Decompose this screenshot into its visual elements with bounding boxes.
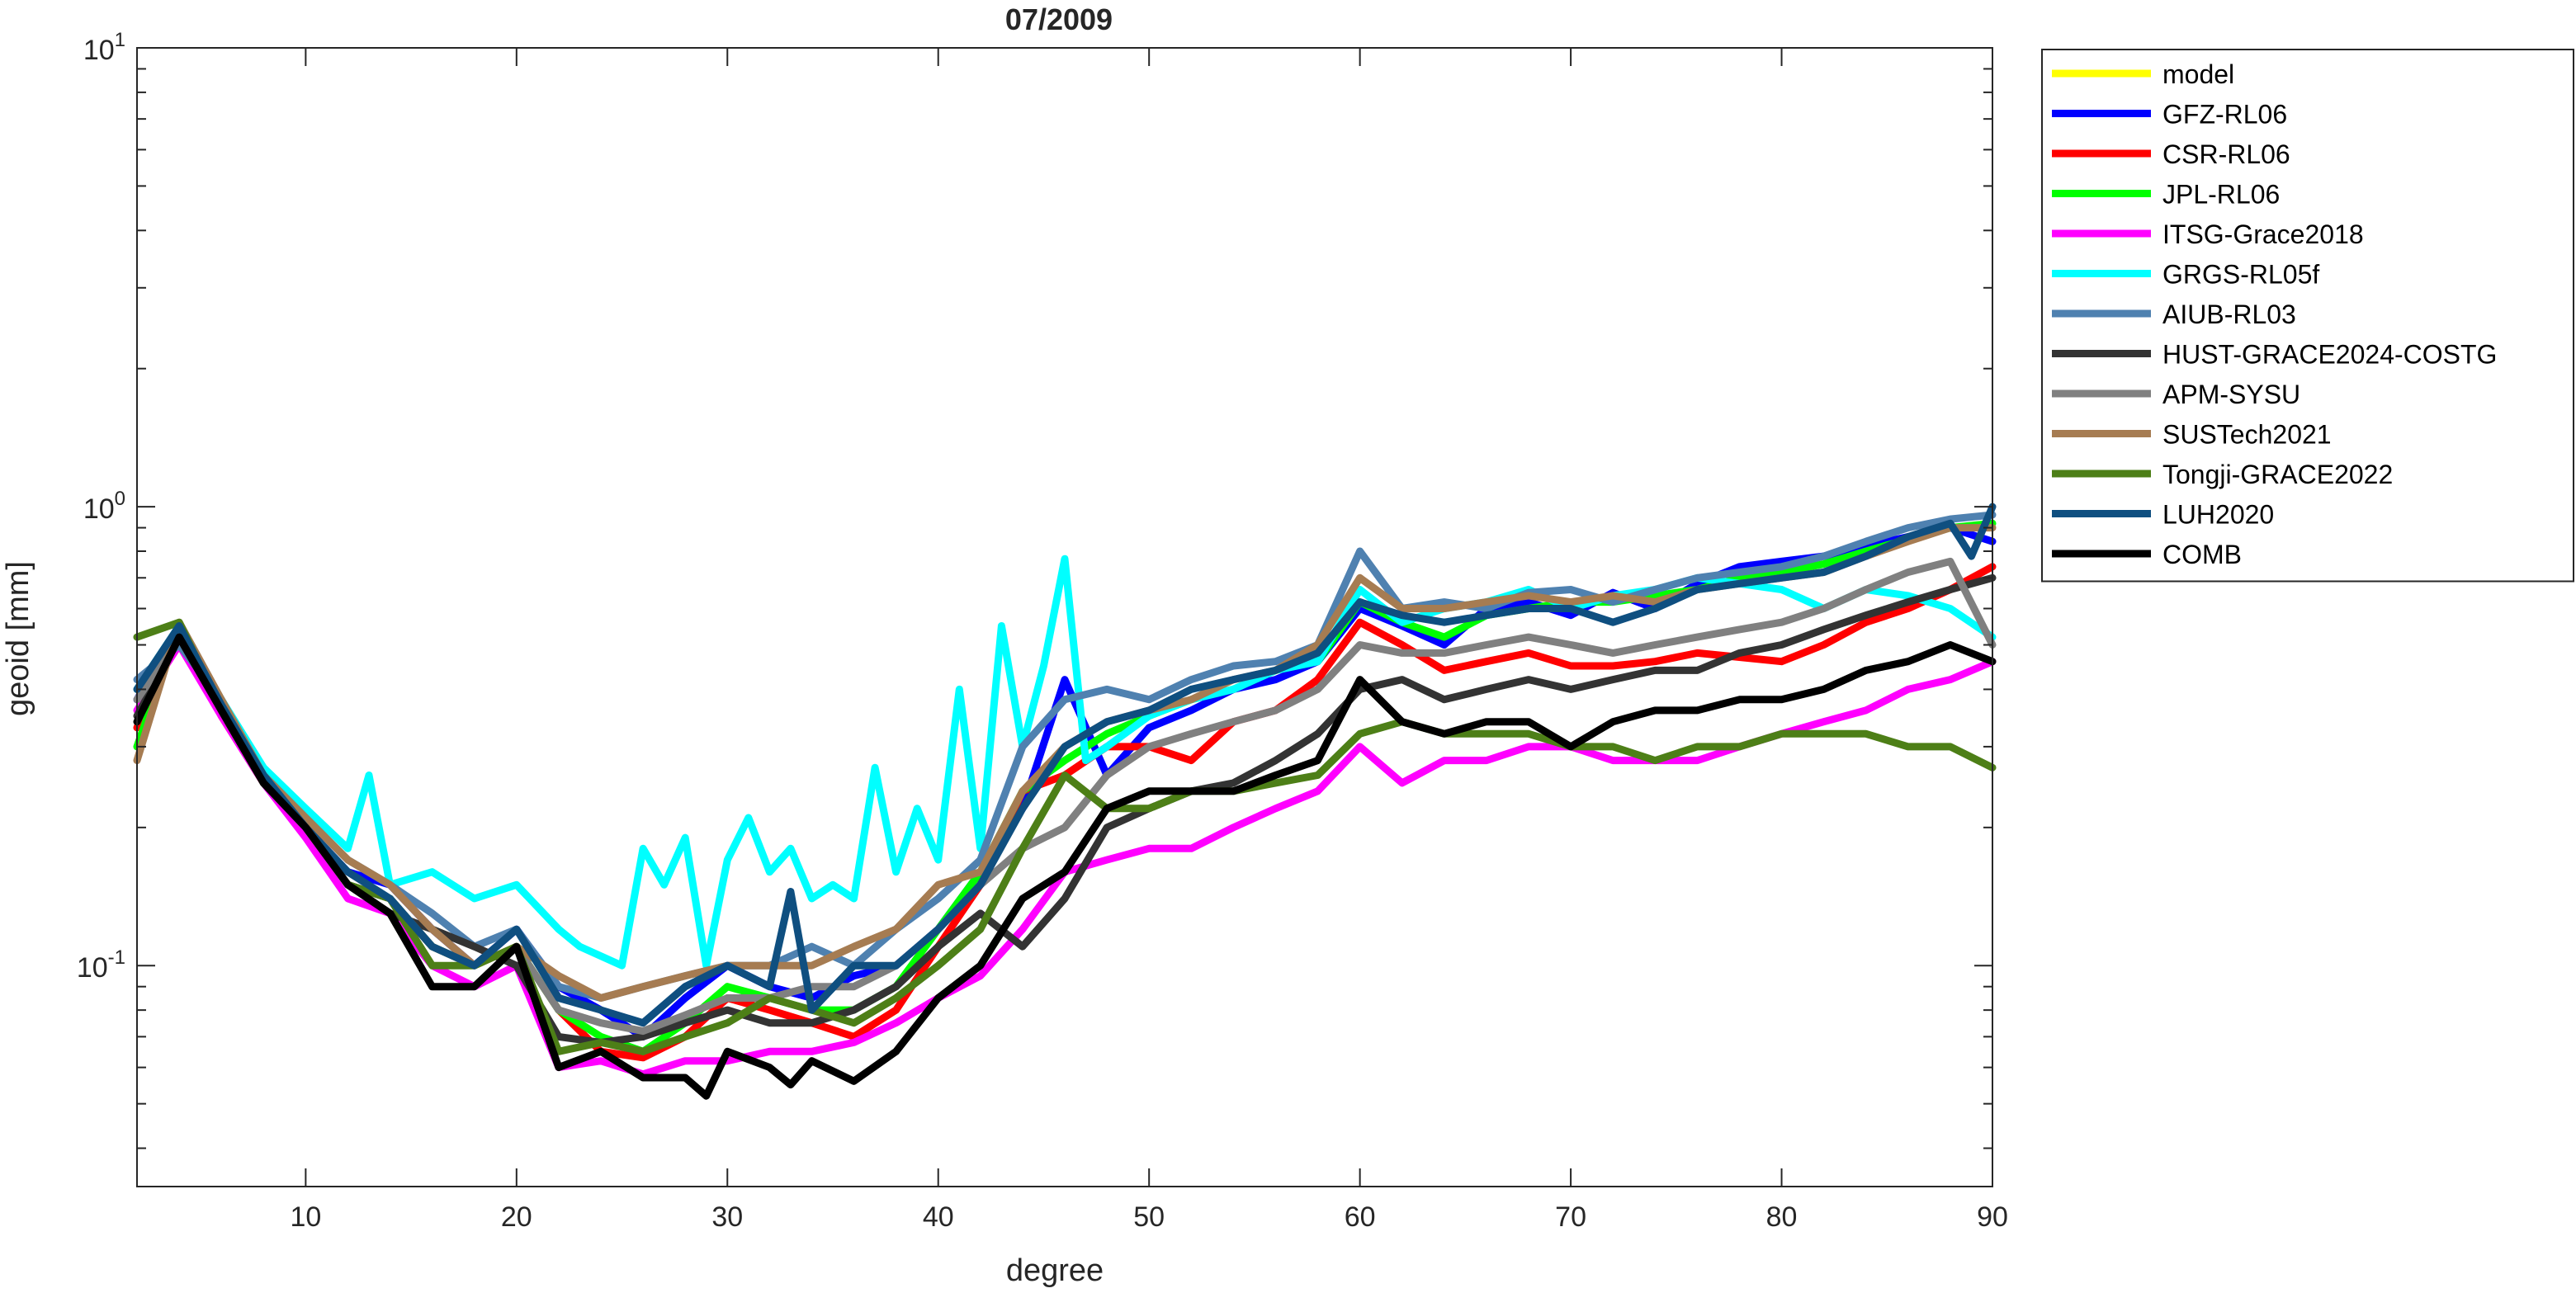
x-tick-label: 70 <box>1555 1201 1586 1233</box>
y-tick-label: 101 <box>83 29 125 66</box>
x-tick-label: 60 <box>1345 1201 1376 1233</box>
plot-area-frame <box>136 47 1993 1187</box>
chart-title: 07/2009 <box>1005 2 1113 36</box>
legend-label-comb: COMB <box>2162 540 2242 569</box>
x-axis: 10 20 30 40 50 60 70 80 90 <box>290 48 2008 1233</box>
y-tick-label: 10-1 <box>77 946 125 984</box>
legend-label-csr-rl06: CSR-RL06 <box>2162 139 2290 169</box>
legend-label-hust-grace2024-costg: HUST-GRACE2024-COSTG <box>2162 340 2497 370</box>
legend-label-model: model <box>2162 59 2234 89</box>
y-axis-label: geoid [mm] <box>1 561 35 716</box>
series-line-aiub-rl03 <box>133 511 1997 1002</box>
x-tick-label: 90 <box>1977 1201 2008 1233</box>
x-tick-label: 40 <box>923 1201 954 1233</box>
legend-label-aiub-rl03: AIUB-RL03 <box>2162 300 2296 329</box>
x-tick-label: 20 <box>501 1201 532 1233</box>
series-line-comb <box>133 633 1997 1100</box>
x-tick-label: 80 <box>1766 1201 1798 1233</box>
series-line-csr-rl06 <box>133 563 1997 1062</box>
legend-label-tongji-grace2022: Tongji-GRACE2022 <box>2162 460 2393 489</box>
legend-label-jpl-rl06: JPL-RL06 <box>2162 180 2280 210</box>
plot-series-group <box>133 503 1997 1100</box>
y-axis: 10-1 100 101 <box>77 29 1992 1149</box>
x-tick-label: 10 <box>290 1201 321 1233</box>
legend-label-grgs-rl05f: GRGS-RL05f <box>2162 260 2319 290</box>
legend-label-sustech2021: SUSTech2021 <box>2162 420 2332 450</box>
x-axis-label: degree <box>1006 1253 1104 1288</box>
legend: model GFZ-RL06 CSR-RL06 JPL-RL06 ITSG-Grace2… <box>2041 49 2574 583</box>
series-line-jpl-rl06 <box>133 519 1997 1055</box>
legend-label-itsg-grace2018: ITSG-Grace2018 <box>2162 219 2364 249</box>
y-tick-label: 100 <box>83 488 125 525</box>
x-tick-label: 30 <box>711 1201 743 1233</box>
series-line-luh2020 <box>133 503 1997 1027</box>
series-line-tongji-grace2022 <box>133 618 1997 1055</box>
legend-label-gfz-rl06: GFZ-RL06 <box>2162 100 2287 130</box>
legend-label-apm-sysu: APM-SYSU <box>2162 380 2300 409</box>
legend-label-luh2020: LUH2020 <box>2162 500 2274 530</box>
series-line-hust-grace2024-costg <box>133 573 1997 1046</box>
x-tick-label: 50 <box>1133 1201 1165 1233</box>
